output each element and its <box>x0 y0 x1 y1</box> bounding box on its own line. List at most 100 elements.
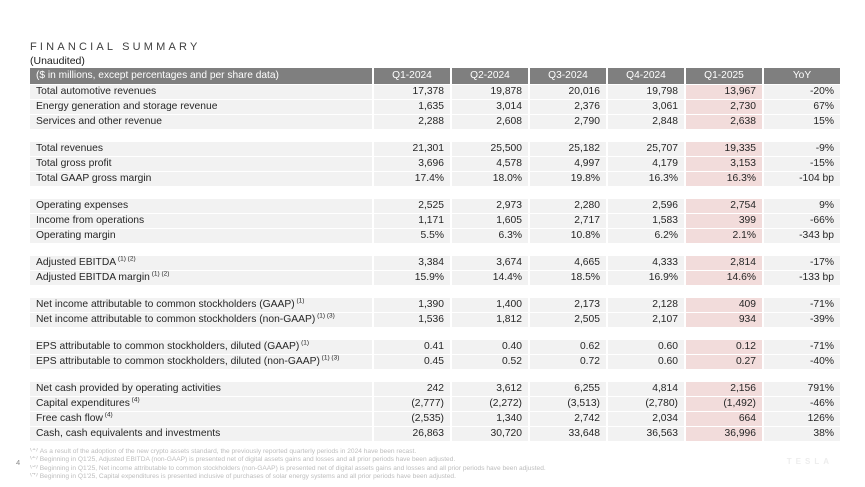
value-cell: 14.4% <box>450 271 528 285</box>
value-cell: 5.5% <box>372 229 450 243</box>
value-cell: 2,596 <box>606 199 684 213</box>
table-row: Income from operations 1,171 1,605 2,717 1,5… <box>30 214 840 228</box>
yoy-cell: 126% <box>762 412 840 426</box>
table-row: Energy generation and storage revenue 1,6… <box>30 100 840 114</box>
value-cell: 0.62 <box>528 340 606 354</box>
row-label: Net income attributable to common stockh… <box>30 313 372 327</box>
value-cell: 2,754 <box>684 199 762 213</box>
value-cell: 4,333 <box>606 256 684 270</box>
value-cell: 4,179 <box>606 157 684 171</box>
value-cell: (2,272) <box>450 397 528 411</box>
value-cell: 19,798 <box>606 85 684 99</box>
table-row: Services and other revenue 2,288 2,608 2,79… <box>30 115 840 129</box>
value-cell: 0.41 <box>372 340 450 354</box>
value-cell: 3,612 <box>450 382 528 396</box>
section-gap <box>30 242 840 255</box>
yoy-cell: -343 bp <box>762 229 840 243</box>
value-cell: 2,128 <box>606 298 684 312</box>
column-header: YoY <box>762 68 840 84</box>
section-gap <box>30 185 840 198</box>
row-label: Adjusted EBITDA (1) (2) <box>30 256 372 270</box>
yoy-cell: -15% <box>762 157 840 171</box>
table-header-row: ($ in millions, except percentages and p… <box>30 68 840 84</box>
value-cell: 4,665 <box>528 256 606 270</box>
table-body: Total automotive revenues 17,378 19,878 20,… <box>30 85 840 441</box>
value-cell: 0.60 <box>606 340 684 354</box>
financial-summary-table: ($ in millions, except percentages and p… <box>30 68 840 441</box>
table-row: EPS attributable to common stockholders,… <box>30 355 840 369</box>
value-cell: 25,500 <box>450 142 528 156</box>
value-cell: 1,536 <box>372 313 450 327</box>
row-label: Net income attributable to common stockh… <box>30 298 372 312</box>
table-row: Cash, cash equivalents and investments 26… <box>30 427 840 441</box>
table-row: Capital expenditures (4) (2,777) (2,272) (3… <box>30 397 840 411</box>
value-cell: 0.45 <box>372 355 450 369</box>
value-cell: 664 <box>684 412 762 426</box>
value-cell: 17.4% <box>372 172 450 186</box>
value-cell: 33,648 <box>528 427 606 441</box>
value-cell: 6.3% <box>450 229 528 243</box>
footnotes: (1) As a result of the adoption of the n… <box>30 448 810 482</box>
value-cell: 13,967 <box>684 85 762 99</box>
yoy-cell: 38% <box>762 427 840 441</box>
value-cell: 25,182 <box>528 142 606 156</box>
table-row: Net cash provided by operating activitie… <box>30 382 840 396</box>
value-cell: (2,780) <box>606 397 684 411</box>
value-cell: 1,635 <box>372 100 450 114</box>
column-header: Q3-2024 <box>528 68 606 84</box>
row-label: Free cash flow (4) <box>30 412 372 426</box>
table-row: Net income attributable to common stockh… <box>30 313 840 327</box>
value-cell: 2,173 <box>528 298 606 312</box>
value-cell: 18.5% <box>528 271 606 285</box>
row-label: Total automotive revenues <box>30 85 372 99</box>
yoy-cell: -20% <box>762 85 840 99</box>
yoy-cell: -71% <box>762 340 840 354</box>
value-cell: 36,996 <box>684 427 762 441</box>
value-cell: 0.40 <box>450 340 528 354</box>
value-cell: 0.52 <box>450 355 528 369</box>
table-row: Adjusted EBITDA margin (1) (2) 15.9% 14.4%… <box>30 271 840 285</box>
footnote: (4) Beginning in Q1'25, Capital expendit… <box>30 473 456 481</box>
yoy-cell: 15% <box>762 115 840 129</box>
table-row: Total gross profit 3,696 4,578 4,997 4,179 3,… <box>30 157 840 171</box>
value-cell: 20,016 <box>528 85 606 99</box>
row-label: Capital expenditures (4) <box>30 397 372 411</box>
section-gap <box>30 326 840 339</box>
value-cell: 1,340 <box>450 412 528 426</box>
value-cell: (2,777) <box>372 397 450 411</box>
value-cell: 3,014 <box>450 100 528 114</box>
value-cell: 19,335 <box>684 142 762 156</box>
value-cell: 2,505 <box>528 313 606 327</box>
value-cell: 19,878 <box>450 85 528 99</box>
value-cell: 19.8% <box>528 172 606 186</box>
yoy-cell: 67% <box>762 100 840 114</box>
value-cell: 1,583 <box>606 214 684 228</box>
table-row: Net income attributable to common stockh… <box>30 298 840 312</box>
value-cell: 18.0% <box>450 172 528 186</box>
value-cell: 16.3% <box>606 172 684 186</box>
table-row: EPS attributable to common stockholders,… <box>30 340 840 354</box>
value-cell: 6.2% <box>606 229 684 243</box>
row-label: Total GAAP gross margin <box>30 172 372 186</box>
value-cell: 1,812 <box>450 313 528 327</box>
value-cell: 4,578 <box>450 157 528 171</box>
value-cell: 2,730 <box>684 100 762 114</box>
value-cell: 2,288 <box>372 115 450 129</box>
value-cell: 0.60 <box>606 355 684 369</box>
yoy-cell: -66% <box>762 214 840 228</box>
value-cell: 3,153 <box>684 157 762 171</box>
value-cell: 2,848 <box>606 115 684 129</box>
table-row: Operating expenses 2,525 2,973 2,280 2,596 2,… <box>30 199 840 213</box>
value-cell: (2,535) <box>372 412 450 426</box>
value-cell: 2,814 <box>684 256 762 270</box>
value-cell: 17,378 <box>372 85 450 99</box>
row-label: Operating expenses <box>30 199 372 213</box>
column-header: Q2-2024 <box>450 68 528 84</box>
footnote: (1) As a result of the adoption of the n… <box>30 448 417 455</box>
table-row: Free cash flow (4) (2,535) 1,340 2,742 2,034… <box>30 412 840 426</box>
value-cell: 2,608 <box>450 115 528 129</box>
section-gap <box>30 128 840 141</box>
column-header: Q1-2025 <box>684 68 762 84</box>
column-header: Q4-2024 <box>606 68 684 84</box>
